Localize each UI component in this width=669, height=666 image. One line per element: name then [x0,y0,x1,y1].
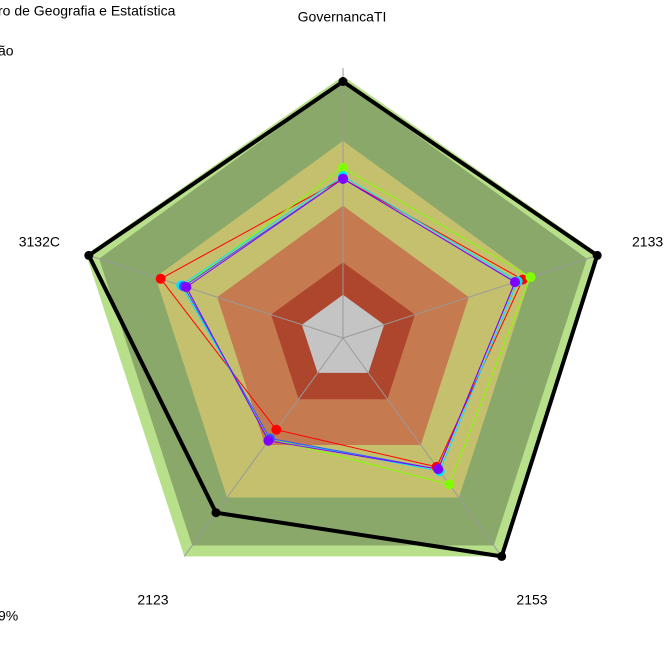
series-line [86,79,600,559]
series-point [271,424,282,435]
annotation: 9% [0,608,18,624]
series-point [444,479,455,490]
series-point [433,464,444,475]
series-line [159,178,524,468]
annotation: ão [0,43,14,59]
axis-label: 2133 [632,234,663,250]
series-line [183,167,532,485]
axis-label: 3132C [19,234,60,250]
annotation: ro de Geografia e Estatística [0,3,176,19]
axis-spoke [342,254,600,339]
series-point [181,282,192,293]
axis-spoke [183,337,344,557]
series-point [497,551,507,561]
axis-spoke [86,254,344,339]
series-point [338,162,348,173]
series-point [84,250,94,260]
axis-label: 2153 [516,592,547,608]
series-point [592,250,602,260]
series-point [263,435,274,446]
series-point [510,277,520,288]
series-point [338,77,348,86]
axis-spoke [342,337,503,557]
axis-label: GovernancaTI [298,9,387,25]
series-line [185,178,516,470]
axis-label: 2123 [137,592,168,608]
series-point [525,272,536,283]
series-point [211,508,221,518]
series-point [155,273,166,284]
series-point [338,173,348,184]
